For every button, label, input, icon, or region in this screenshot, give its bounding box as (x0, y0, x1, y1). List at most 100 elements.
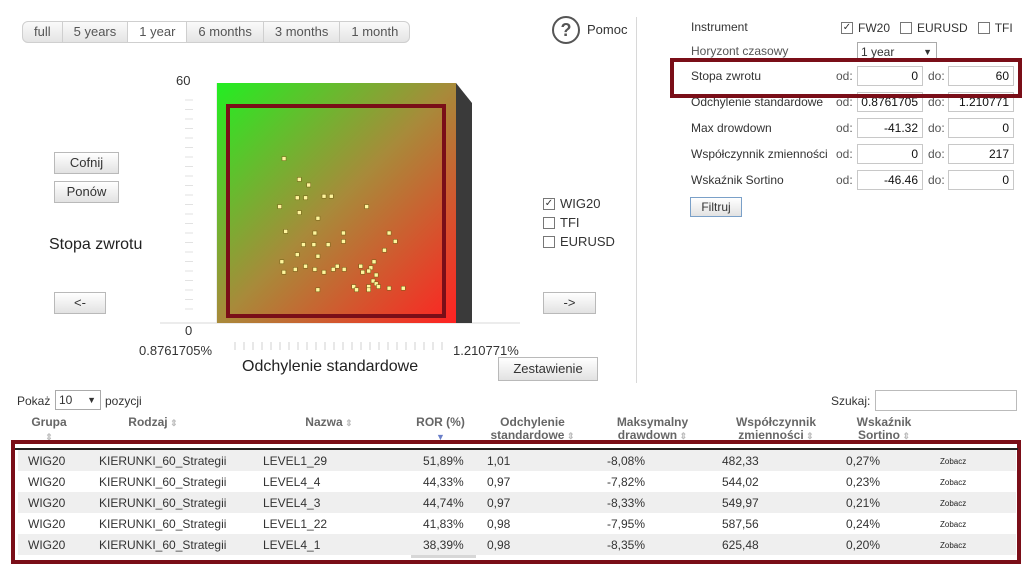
sort-icon[interactable]: ▼ (436, 432, 445, 442)
scatter-point (366, 268, 371, 274)
checkbox-icon[interactable] (543, 235, 555, 248)
undo-button[interactable]: Cofnij (54, 152, 119, 174)
column-header[interactable]: ROR (%) ▼ (413, 416, 468, 444)
column-header[interactable]: Wskaźnik Sortino ⇕ (845, 416, 923, 443)
cell-grupa: WIG20 (28, 517, 66, 531)
sort-icon[interactable]: ⇕ (45, 432, 53, 442)
filter-to-input[interactable]: 0 (948, 170, 1014, 190)
table-row[interactable]: WIG20 KIERUNKI_60_Strategii LEVEL4_3 44,74%… (18, 492, 1016, 513)
filter-to-input[interactable]: 60 (948, 66, 1014, 86)
show-label: Pokaż (17, 394, 51, 408)
cell-rodzaj: KIERUNKI_60_Strategii (99, 538, 227, 552)
view-link[interactable]: Zobacz (940, 499, 967, 508)
cell-wz: 544,02 (722, 475, 759, 489)
table-row[interactable]: WIG20 KIERUNKI_60_Strategii LEVEL4_4 44,33%… (18, 471, 1016, 492)
filter-button[interactable]: Filtruj (690, 197, 742, 217)
cell-dd: -8,35% (607, 538, 646, 552)
next-button[interactable]: -> (543, 292, 596, 314)
prev-button[interactable]: <- (54, 292, 106, 314)
cell-std: 0,98 (487, 538, 511, 552)
filter-from-input[interactable]: -46.46 (857, 170, 923, 190)
table-row[interactable]: WIG20 KIERUNKI_60_Strategii LEVEL4_1 38,39%… (18, 534, 1016, 555)
sort-icon[interactable]: ⇕ (564, 431, 575, 441)
checkbox-icon[interactable]: ✓ (841, 22, 853, 34)
column-header[interactable]: Rodzaj ⇕ (115, 416, 191, 430)
redo-button[interactable]: Ponów (54, 181, 119, 203)
tab-1-month[interactable]: 1 month (351, 24, 399, 39)
column-header-label: Nazwa (305, 415, 343, 429)
checkbox-icon[interactable] (977, 22, 990, 34)
x-min-label: 0.8761705% (139, 343, 213, 358)
help-icon[interactable]: ? (552, 16, 580, 44)
column-header[interactable]: Współczynnik zmienności ⇕ (725, 416, 827, 443)
tab-6-months[interactable]: 6 months (187, 22, 264, 42)
view-link[interactable]: Zobacz (940, 541, 967, 550)
scatter-point (321, 193, 327, 199)
sort-icon[interactable]: ⇕ (899, 431, 911, 441)
horizon-select[interactable]: 1 year ▼ (857, 42, 937, 62)
column-header-label: Wskaźnik Sortino (856, 415, 912, 442)
scatter-point (283, 229, 288, 234)
cell-sortino: 0,21% (846, 496, 881, 510)
y-max-label: 60 (176, 73, 191, 88)
view-link[interactable]: Zobacz (940, 520, 967, 529)
scatter-point (341, 230, 346, 236)
cell-nazwa: LEVEL1_29 (263, 454, 328, 468)
to-label: do: (928, 147, 945, 161)
sort-icon[interactable]: ⇕ (167, 418, 178, 428)
column-header[interactable]: Grupa ⇕ (27, 416, 71, 444)
cell-dd: -8,08% (607, 454, 646, 468)
filter-from-input[interactable]: -41.32 (857, 118, 923, 138)
checkbox-icon[interactable] (543, 216, 555, 229)
cell-sortino: 0,24% (846, 517, 881, 531)
view-link[interactable]: Zobacz (940, 457, 967, 466)
summary-button[interactable]: Zestawienie (498, 357, 598, 381)
column-header[interactable]: Odchylenie standardowe ⇕ (485, 416, 580, 443)
sort-icon[interactable]: ⇕ (342, 418, 353, 428)
table-row[interactable]: WIG20 KIERUNKI_60_Strategii LEVEL1_29 51,89… (18, 450, 1016, 471)
scatter-point (386, 230, 392, 236)
checkbox-icon[interactable] (900, 22, 913, 34)
search-input[interactable] (875, 390, 1017, 411)
column-header[interactable]: Nazwa ⇕ (277, 416, 381, 430)
column-header[interactable]: Maksymalny drawdown ⇕ (605, 416, 700, 443)
filter-from-input[interactable]: 0 (857, 144, 923, 164)
instrument-eurusd[interactable]: EURUSD (900, 21, 968, 35)
scatter-point (386, 285, 392, 291)
cell-std: 0,97 (487, 475, 511, 489)
page-size-select[interactable]: 10 ▼ (55, 390, 101, 410)
instrument-checkboxes: ✓ FW20 EURUSD TFI (841, 21, 1013, 35)
instrument-label: TFI (994, 21, 1013, 35)
filter-from-input[interactable]: 0 (857, 66, 923, 86)
tab-1-year[interactable]: 1 year (128, 22, 188, 42)
cell-dd: -8,33% (607, 496, 646, 510)
filter-to-input[interactable]: 217 (948, 144, 1014, 164)
scatter-point (376, 284, 381, 289)
series-toggle-wig20[interactable]: ✓ WIG20 (543, 196, 615, 211)
tab-5-years[interactable]: 5 years (63, 22, 129, 42)
sort-icon[interactable]: ⇕ (803, 431, 814, 441)
filter-to-input[interactable]: 0 (948, 118, 1014, 138)
cell-ror: 44,74% (423, 496, 464, 510)
help-link[interactable]: Pomoc (587, 22, 628, 37)
series-toggle-eurusd[interactable]: EURUSD (543, 234, 615, 249)
cell-rodzaj: KIERUNKI_60_Strategii (99, 517, 227, 531)
cell-ror: 44,33% (423, 475, 464, 489)
filter-label: Odchylenie standardowe (691, 95, 824, 109)
cell-wz: 625,48 (722, 538, 759, 552)
cell-grupa: WIG20 (28, 538, 66, 552)
spacer-2 (15, 392, 60, 393)
series-toggle-tfi[interactable]: TFI (543, 215, 615, 230)
checkbox-icon[interactable]: ✓ (543, 197, 555, 210)
sort-icon[interactable]: ⇕ (677, 431, 688, 441)
tab-3-months[interactable]: 3 months (264, 22, 341, 42)
to-label: do: (928, 121, 945, 135)
instrument-tfi[interactable]: TFI (977, 21, 1013, 35)
scatter-chart[interactable] (150, 70, 530, 360)
view-link[interactable]: Zobacz (940, 478, 967, 487)
scatter-point (364, 204, 369, 209)
instrument-fw20[interactable]: ✓ FW20 (841, 21, 890, 35)
table-highlight-frame (11, 440, 1021, 564)
table-row[interactable]: WIG20 KIERUNKI_60_Strategii LEVEL1_22 41,83… (18, 513, 1016, 534)
tab-full[interactable]: full (23, 22, 63, 42)
